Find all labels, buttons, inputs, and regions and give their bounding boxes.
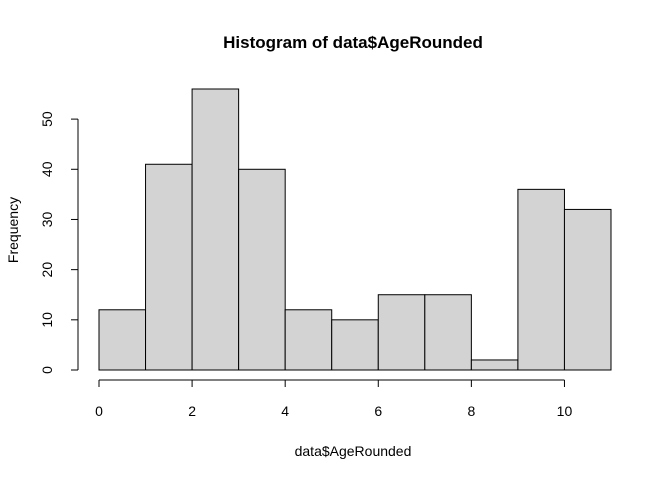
histogram-bar	[191, 88, 240, 371]
histogram-bar	[470, 359, 519, 371]
histogram-bar	[145, 163, 193, 371]
histogram-bar	[377, 294, 426, 371]
chart-title: Histogram of data$AgeRounded	[223, 33, 483, 52]
x-axis: 0 2 4 6 8 10	[95, 379, 573, 419]
y-tick-label: 50	[39, 111, 55, 127]
x-tick-label: 8	[467, 403, 475, 419]
histogram-bar	[284, 309, 333, 371]
y-tick-label: 40	[39, 161, 55, 177]
histogram-bar	[98, 309, 147, 371]
x-tick-label: 2	[188, 403, 196, 419]
y-tick-label: 30	[39, 211, 55, 227]
x-tick-label: 0	[95, 403, 103, 419]
x-axis-label: data$AgeRounded	[295, 443, 412, 459]
histogram-bar	[238, 168, 286, 371]
x-tick-label: 6	[374, 403, 382, 419]
y-tick-label: 0	[39, 366, 55, 374]
x-tick-label: 10	[557, 403, 573, 419]
y-axis-label: Frequency	[5, 197, 21, 263]
y-axis: 0 10 20 30 40 50	[39, 111, 79, 374]
y-tick-label: 20	[39, 262, 55, 278]
bars-group	[98, 88, 612, 371]
histogram-bar	[563, 208, 612, 371]
histogram-bar	[331, 319, 379, 371]
histogram-bar	[517, 188, 565, 371]
x-tick-label: 4	[281, 403, 289, 419]
y-tick-label: 10	[39, 312, 55, 328]
histogram-bar	[424, 294, 472, 371]
